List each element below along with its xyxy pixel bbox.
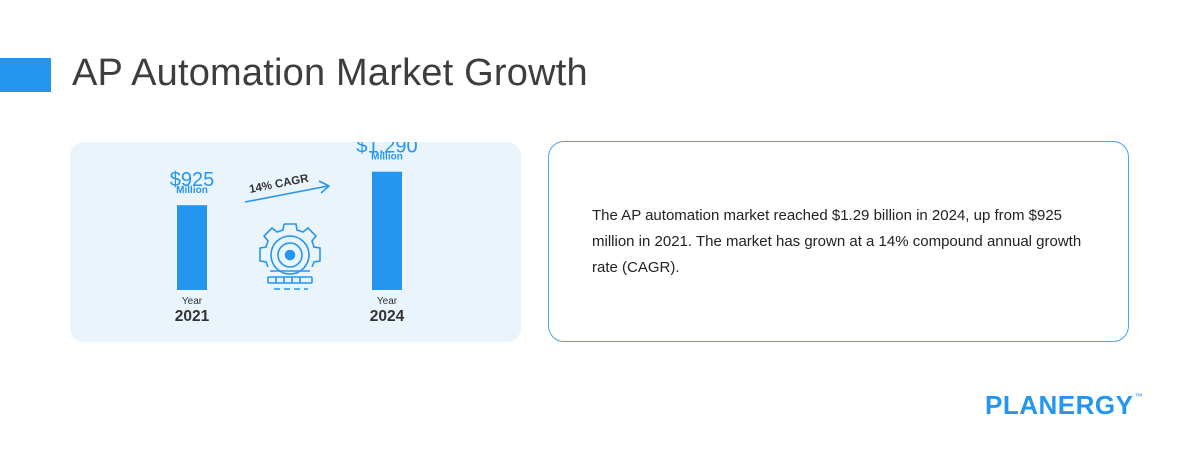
year-prefix-label: Year bbox=[377, 296, 398, 307]
year-prefix-label: Year bbox=[182, 296, 203, 307]
cagr-arrow bbox=[244, 180, 330, 203]
cagr-annotation: 14% CAGR bbox=[248, 173, 310, 196]
bar-chart: Million$925Year2021Million$1,290Year2024… bbox=[170, 142, 418, 325]
bar-2024 bbox=[372, 171, 402, 290]
trademark-mark: ™ bbox=[1134, 392, 1143, 401]
unit-label: Million bbox=[176, 185, 208, 196]
page-title: AP Automation Market Growth bbox=[72, 52, 588, 94]
bar-2021 bbox=[177, 205, 207, 290]
year-label: 2021 bbox=[175, 308, 210, 325]
unit-label: Million bbox=[371, 152, 403, 163]
title-accent-block bbox=[0, 58, 51, 92]
summary-card: The AP automation market reached $1.29 b… bbox=[548, 141, 1129, 342]
brand-name: PLANERGY bbox=[985, 390, 1134, 420]
year-label: 2024 bbox=[370, 308, 405, 325]
value-label: $925 bbox=[170, 169, 215, 191]
planergy-logo: PLANERGY™ bbox=[985, 390, 1143, 421]
gear-icon bbox=[259, 223, 321, 290]
chart-card: Million $925 Year 2021 Million $1,290 Year 2024… bbox=[70, 142, 521, 342]
value-label: $1,290 bbox=[356, 142, 417, 158]
summary-text: The AP automation market reached $1.29 b… bbox=[592, 207, 1082, 276]
